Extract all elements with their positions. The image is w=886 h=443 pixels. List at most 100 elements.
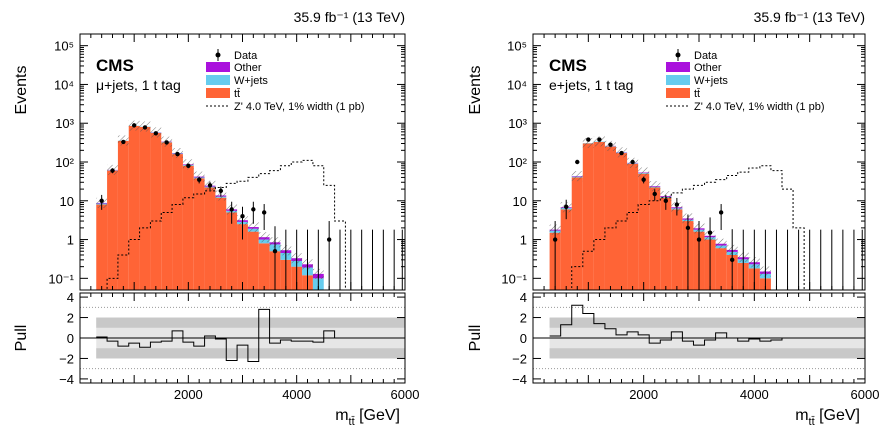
pull-tick-label: 2 xyxy=(520,311,527,326)
y-tick-label: 10⁴ xyxy=(507,77,527,92)
legend-signal: Z' 4.0 TeV, 1% width (1 pb) xyxy=(206,101,365,113)
data-point xyxy=(143,125,147,129)
legend-wjets: W+jets xyxy=(666,75,728,87)
ttbar-bar xyxy=(594,142,605,290)
legend-label-wjets: W+jets xyxy=(234,75,268,87)
pull-tick-label: 4 xyxy=(67,290,74,305)
x-axis-label: mtt̄ [GeV] xyxy=(335,407,400,428)
ttbar-swatch-icon xyxy=(666,88,690,98)
experiment-label: CMS xyxy=(549,56,587,75)
uncertainty-band xyxy=(716,239,727,249)
data-point xyxy=(575,160,579,164)
data-point xyxy=(597,137,601,141)
y-tick-label: 10² xyxy=(55,155,74,170)
y-tick-label: 10⁵ xyxy=(54,39,74,54)
data-point xyxy=(586,137,590,141)
data-point xyxy=(262,210,266,214)
x-tick-label: 4000 xyxy=(740,387,769,402)
ttbar-bar xyxy=(259,243,270,290)
x-tick-label: 2000 xyxy=(629,387,658,402)
data-point xyxy=(641,177,645,181)
data-point xyxy=(608,142,612,146)
pull-band-2sigma xyxy=(96,318,405,328)
data-point xyxy=(708,231,712,235)
x-axis-title: mtt̄ [GeV] xyxy=(335,407,400,428)
ttbar-bar xyxy=(226,212,237,290)
ttbar-bar xyxy=(638,174,649,290)
data-point xyxy=(653,192,657,196)
legend-label-ttbar: tt̄ xyxy=(694,88,700,100)
pull-band-2sigma xyxy=(550,318,865,328)
pull-tick-label: −2 xyxy=(59,351,74,366)
ttbar-bar xyxy=(172,154,183,290)
data-point xyxy=(110,168,114,172)
data-point xyxy=(121,140,125,144)
pull-tick-label: −2 xyxy=(512,351,527,366)
data-point xyxy=(630,160,634,164)
ttbar-bar xyxy=(660,198,671,290)
ttbar-bar xyxy=(194,178,205,290)
legend-other: Other xyxy=(206,62,262,74)
pull-tick-label: −4 xyxy=(512,372,527,387)
data-point xyxy=(564,205,568,209)
ttbar-bar xyxy=(605,147,616,290)
legend-label-ttbar: tt̄ xyxy=(234,88,240,100)
data-point xyxy=(553,237,557,241)
channel-label: μ+jets, 1 t tag xyxy=(96,77,181,93)
data-point xyxy=(186,164,190,168)
y-tick-label: 10 xyxy=(60,194,74,209)
data-point xyxy=(154,131,158,135)
legend-data: Data xyxy=(216,49,259,62)
ttbar-bar xyxy=(671,209,682,290)
stacked-histogram xyxy=(96,121,324,290)
data-point xyxy=(619,151,623,155)
ttbar-bar xyxy=(96,205,107,290)
ttbar-bar xyxy=(205,187,216,290)
lumi-label: 35.9 fb⁻¹ (13 TeV) xyxy=(754,9,865,25)
y-tick-label: 10⁵ xyxy=(507,39,527,54)
ttbar-bar xyxy=(716,248,727,290)
legend-label-wjets: W+jets xyxy=(694,75,728,87)
data-point xyxy=(730,258,734,262)
ttbar-bar xyxy=(140,127,151,290)
ttbar-bar xyxy=(561,209,572,290)
data-point xyxy=(664,199,668,203)
legend: Data Other W+jets tt̄ Z' 4.0 TeV, 1% wid… xyxy=(666,49,825,113)
data-point xyxy=(719,210,723,214)
pull-band-2sigma xyxy=(550,348,865,358)
x-axis-title: mtt̄ [GeV] xyxy=(795,407,860,428)
x-tick-label: 6000 xyxy=(391,387,420,402)
data-point xyxy=(251,207,255,211)
ttbar-bar xyxy=(572,177,583,290)
data-point xyxy=(686,226,690,230)
y-axis-label: Events xyxy=(467,66,484,115)
pull-tick-label: 4 xyxy=(520,290,527,305)
legend-wjets: W+jets xyxy=(206,75,268,87)
ttbar-bar xyxy=(583,143,594,290)
y-tick-label: 10 xyxy=(513,194,527,209)
y-tick-label: 10⁴ xyxy=(54,77,74,92)
data-point xyxy=(208,183,212,187)
pull-axis-label: Pull xyxy=(467,325,484,352)
ttbar-bar xyxy=(627,164,638,290)
data-point xyxy=(240,214,244,218)
lumi-label: 35.9 fb⁻¹ (13 TeV) xyxy=(294,9,405,25)
legend-signal: Z' 4.0 TeV, 1% width (1 pb) xyxy=(666,101,825,113)
data-point xyxy=(229,207,233,211)
x-tick-label: 6000 xyxy=(851,387,880,402)
ttbar-bar xyxy=(183,166,194,290)
uncertainty-band xyxy=(638,167,649,177)
ttbar-bar xyxy=(129,126,140,290)
y-tick-label: 10³ xyxy=(508,116,527,131)
other-swatch-icon xyxy=(666,62,690,72)
data-marker-icon xyxy=(216,53,221,58)
pull-axis-label: Pull xyxy=(13,325,30,352)
data-point xyxy=(697,237,701,241)
uncertainty-band xyxy=(259,232,270,242)
ttbar-swatch-icon xyxy=(206,88,230,98)
wjets-swatch-icon xyxy=(666,75,690,85)
ttbar-bar xyxy=(107,171,118,290)
y-tick-label: 10² xyxy=(508,155,527,170)
